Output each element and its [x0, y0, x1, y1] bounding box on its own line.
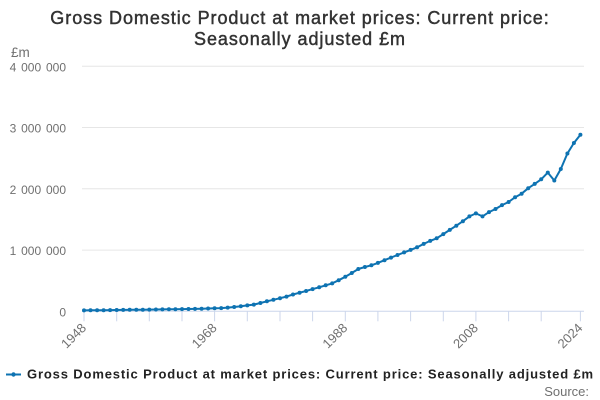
svg-text:2008: 2008: [450, 320, 481, 351]
svg-text:Seasonally adjusted £m: Seasonally adjusted £m: [194, 29, 406, 49]
svg-text:2024: 2024: [554, 320, 585, 351]
svg-text:3 000 000: 3 000 000: [10, 122, 67, 136]
svg-text:1 000 000: 1 000 000: [10, 244, 67, 258]
svg-text:1968: 1968: [189, 320, 220, 351]
svg-text:4 000 000: 4 000 000: [10, 60, 67, 74]
svg-text:0: 0: [59, 305, 66, 319]
svg-text:Gross Domestic Product at mark: Gross Domestic Product at market prices:…: [27, 367, 594, 382]
svg-text:1988: 1988: [319, 320, 350, 351]
svg-text:Gross Domestic Product at mark: Gross Domestic Product at market prices:…: [50, 8, 549, 28]
svg-text:£m: £m: [11, 45, 30, 60]
svg-text:1948: 1948: [58, 320, 89, 351]
svg-text:Source:: Source:: [544, 384, 589, 399]
svg-text:2 000 000: 2 000 000: [10, 183, 67, 197]
